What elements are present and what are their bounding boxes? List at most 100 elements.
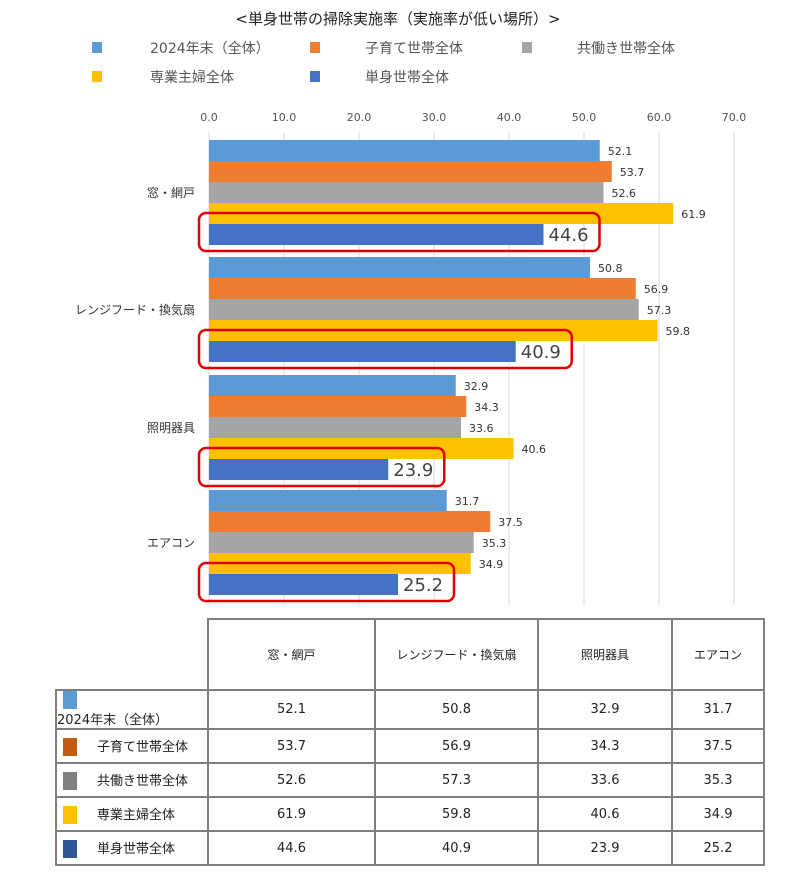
bar [209, 161, 612, 182]
table-swatch [63, 806, 77, 825]
bar [209, 224, 544, 245]
legend-swatch [92, 42, 102, 53]
legend-swatch [310, 71, 320, 82]
table-value-cell: 25.2 [671, 830, 765, 866]
table-value-cell: 33.6 [537, 762, 673, 798]
x-tick-label: 10.0 [272, 111, 297, 124]
data-label: 56.9 [644, 283, 669, 296]
table-header-cell: 照明器具 [537, 618, 673, 691]
x-tick-label: 50.0 [572, 111, 597, 124]
table-series-cell: 共働き世帯全体 [55, 762, 209, 798]
table-header-cell: エアコン [671, 618, 765, 691]
bar [209, 182, 604, 203]
legend-label: 2024年末（全体） [150, 40, 270, 57]
data-label: 31.7 [455, 495, 480, 508]
legend-swatch [92, 71, 102, 82]
table-value-cell: 50.8 [374, 689, 539, 730]
bar [209, 417, 461, 438]
table-value-cell: 53.7 [207, 728, 376, 764]
data-label: 33.6 [469, 422, 494, 435]
bar [209, 140, 600, 161]
table-value-cell: 40.9 [374, 830, 539, 866]
bar [209, 511, 491, 532]
table-value-cell: 35.3 [671, 762, 765, 798]
table-value-cell: 52.6 [207, 762, 376, 798]
table-header-row: 窓・網戸 レンジフード・換気扇 照明器具 エアコン [56, 618, 765, 691]
table-series-label: 2024年末（全体） [57, 713, 169, 728]
x-tick-label: 40.0 [497, 111, 522, 124]
data-label: 34.3 [474, 401, 499, 414]
table-series-cell: 2024年末（全体） [55, 689, 209, 730]
table-header-cell: 窓・網戸 [207, 618, 376, 691]
table-header-cell: レンジフード・換気扇 [374, 618, 539, 691]
bar [209, 257, 590, 278]
data-label: 32.9 [464, 380, 489, 393]
bar [209, 532, 474, 553]
data-label: 35.3 [482, 537, 507, 550]
highlight-box [197, 211, 601, 253]
data-label: 61.9 [681, 208, 706, 221]
bar [209, 299, 639, 320]
highlight-box [197, 328, 573, 370]
legend-label: 子育て世帯全体 [365, 40, 463, 57]
table-value-cell: 34.3 [537, 728, 673, 764]
data-label: 34.9 [479, 558, 504, 571]
table-series-label: 専業主婦全体 [97, 807, 176, 823]
data-label: 40.9 [521, 342, 561, 363]
data-label: 44.6 [549, 225, 589, 246]
data-label: 53.7 [620, 166, 645, 179]
table-value-cell: 23.9 [537, 830, 673, 866]
table-value-cell: 34.9 [671, 796, 765, 832]
bar [209, 459, 389, 480]
data-label: 40.6 [522, 443, 547, 456]
bar [209, 396, 467, 417]
table-value-cell: 37.5 [671, 728, 765, 764]
table-series-cell: 専業主婦全体 [55, 796, 209, 832]
highlight-box [197, 561, 456, 603]
table-swatch [63, 840, 77, 859]
bar [209, 490, 447, 511]
bar [209, 574, 398, 595]
table-series-label: 子育て世帯全体 [97, 739, 189, 755]
bar [209, 278, 636, 299]
table-row: 共働き世帯全体 52.6 57.3 33.6 35.3 [55, 762, 765, 798]
data-label: 52.6 [612, 187, 637, 200]
chart-title: <単身世帯の掃除実施率（実施率が低い場所）> [235, 10, 560, 28]
legend-label: 共働き世帯全体 [577, 40, 675, 57]
table-value-cell: 44.6 [207, 830, 376, 866]
x-tick-label: 0.0 [200, 111, 218, 124]
x-tick-label: 20.0 [347, 111, 372, 124]
legend-label: 専業主婦全体 [150, 69, 234, 86]
legend-swatch [310, 42, 320, 53]
table-row: 単身世帯全体 44.6 40.9 23.9 25.2 [55, 830, 765, 866]
x-tick-label: 60.0 [647, 111, 672, 124]
table-value-cell: 61.9 [207, 796, 376, 832]
data-label: 59.8 [666, 325, 691, 338]
data-label: 25.2 [403, 575, 443, 596]
x-tick-label: 70.0 [722, 111, 747, 124]
category-label: 照明器具 [147, 421, 195, 435]
table-value-cell: 52.1 [207, 689, 376, 730]
category-label: エアコン [147, 536, 195, 550]
table-value-cell: 32.9 [537, 689, 673, 730]
table-value-cell: 40.6 [537, 796, 673, 832]
table-value-cell: 57.3 [374, 762, 539, 798]
x-tick-label: 30.0 [422, 111, 447, 124]
table-series-cell: 単身世帯全体 [55, 830, 209, 866]
bar-chart: <単身世帯の掃除実施率（実施率が低い場所）> 2024年末（全体） 子育て世帯全体 共… [75, 10, 747, 605]
legend-label: 単身世帯全体 [365, 69, 449, 86]
data-label: 37.5 [498, 516, 523, 529]
bar [209, 341, 516, 362]
category-label: レンジフード・換気扇 [75, 302, 195, 317]
table-value-cell: 56.9 [374, 728, 539, 764]
table-swatch [63, 738, 77, 757]
highlight-box [197, 446, 446, 488]
table-series-label: 単身世帯全体 [97, 841, 176, 857]
data-label: 50.8 [598, 262, 623, 275]
table-swatch [63, 691, 77, 709]
table-series-label: 共働き世帯全体 [97, 773, 189, 789]
category-label: 窓・網戸 [147, 185, 195, 200]
data-label: 23.9 [393, 460, 433, 481]
table-row: 子育て世帯全体 53.7 56.9 34.3 37.5 [55, 728, 765, 764]
